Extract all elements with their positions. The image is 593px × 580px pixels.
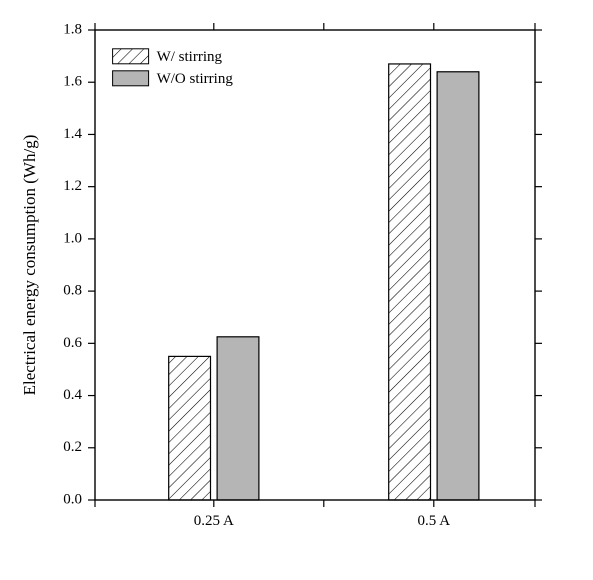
svg-text:0.2: 0.2 bbox=[63, 439, 82, 455]
svg-text:0.25 A: 0.25 A bbox=[194, 513, 234, 529]
svg-text:1.2: 1.2 bbox=[63, 178, 82, 194]
svg-text:W/ stirring: W/ stirring bbox=[157, 49, 223, 65]
svg-text:W/O stirring: W/O stirring bbox=[157, 71, 234, 87]
svg-text:0.8: 0.8 bbox=[63, 283, 82, 299]
svg-text:0.6: 0.6 bbox=[63, 335, 82, 351]
svg-text:1.8: 1.8 bbox=[63, 21, 82, 37]
energy-bar-chart: Electrical energy consumption (Wh/g) W/ … bbox=[0, 0, 593, 580]
svg-text:1.4: 1.4 bbox=[63, 126, 82, 142]
chart-svg: 0.0 0.2 0.4 0.6 0.8 1.0 1.2 1.4 1.6 1.8 0.25 A 0.5 … bbox=[0, 0, 593, 580]
svg-text:0.5 A: 0.5 A bbox=[418, 513, 451, 529]
svg-text:0.4: 0.4 bbox=[63, 387, 82, 403]
svg-text:1.0: 1.0 bbox=[63, 230, 82, 246]
svg-text:1.6: 1.6 bbox=[63, 74, 82, 90]
svg-text:0.0: 0.0 bbox=[63, 491, 82, 507]
svg-text:Electrical energy consumption: Electrical energy consumption (Wh/g) bbox=[20, 135, 39, 396]
